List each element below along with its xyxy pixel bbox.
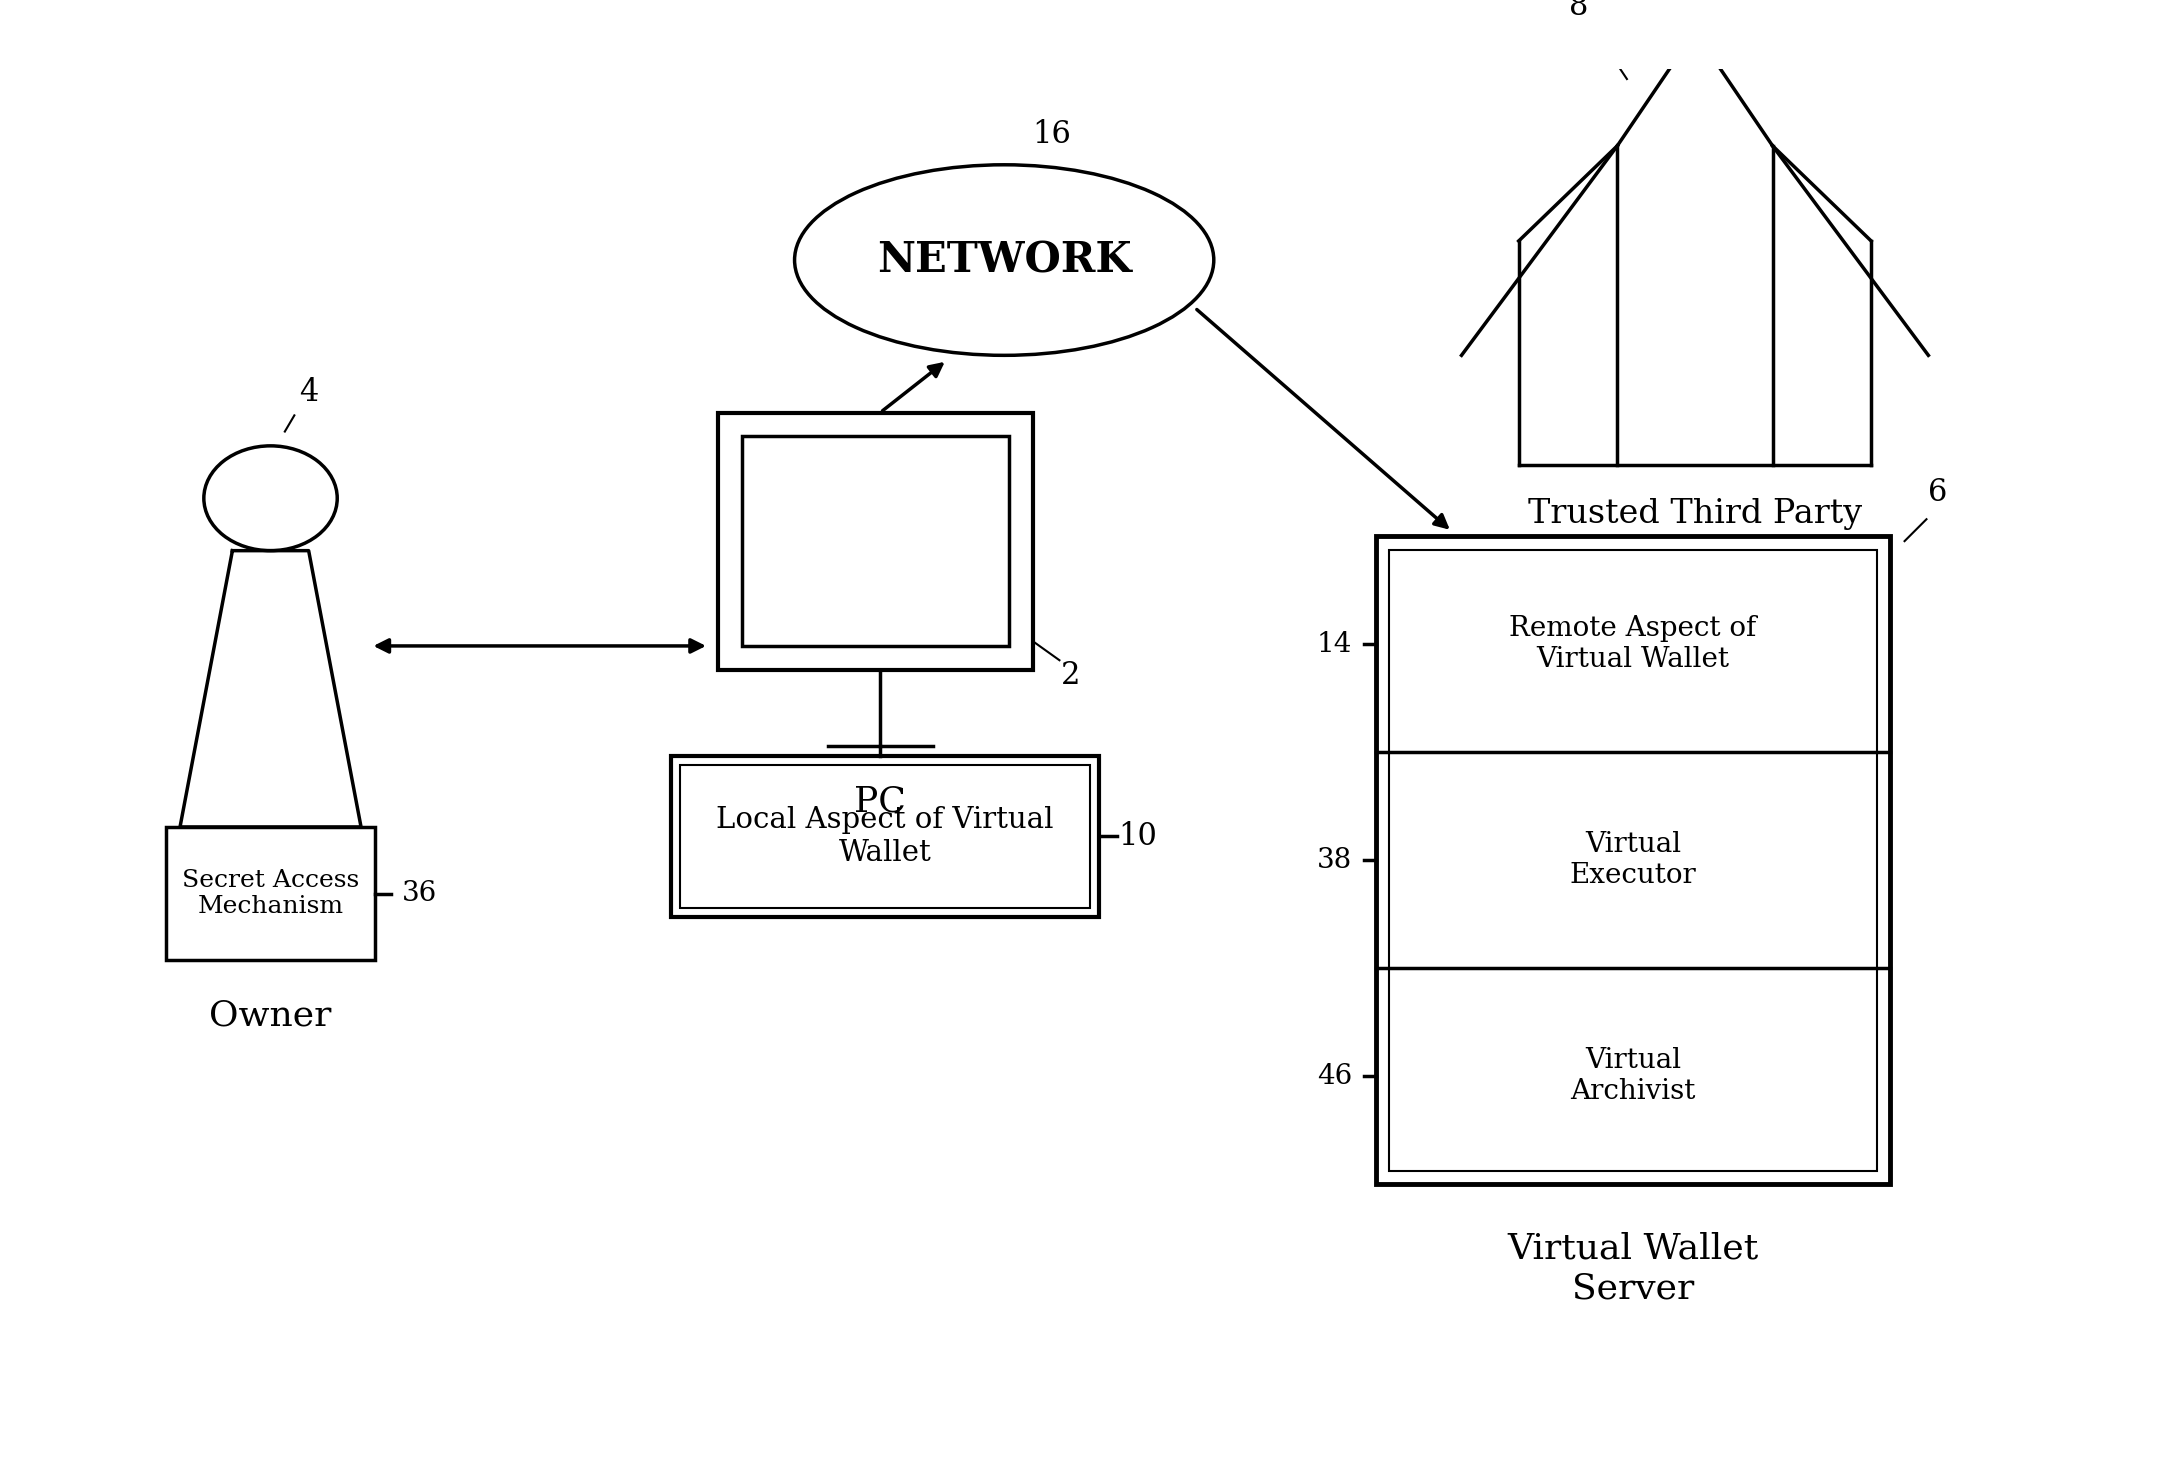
Text: 10: 10	[1119, 821, 1158, 852]
Text: NETWORK: NETWORK	[877, 238, 1132, 281]
Text: Local Aspect of Virtual
Wallet: Local Aspect of Virtual Wallet	[716, 807, 1054, 867]
Text: 36: 36	[403, 880, 438, 907]
FancyBboxPatch shape	[679, 765, 1091, 908]
FancyBboxPatch shape	[742, 436, 1008, 646]
FancyBboxPatch shape	[718, 412, 1032, 670]
Ellipse shape	[795, 165, 1215, 355]
Text: 38: 38	[1317, 846, 1352, 874]
Text: Owner: Owner	[209, 998, 331, 1032]
Text: 14: 14	[1317, 631, 1352, 658]
Text: 8: 8	[1570, 0, 1589, 22]
Text: Secret Access
Mechanism: Secret Access Mechanism	[183, 868, 359, 919]
Text: Trusted Third Party: Trusted Third Party	[1528, 498, 1861, 530]
Text: Remote Aspect of
Virtual Wallet: Remote Aspect of Virtual Wallet	[1509, 615, 1757, 674]
Text: 46: 46	[1317, 1063, 1352, 1089]
Text: 16: 16	[1032, 119, 1071, 150]
Text: Virtual
Archivist: Virtual Archivist	[1570, 1047, 1696, 1105]
FancyBboxPatch shape	[165, 827, 374, 960]
Text: PC: PC	[853, 785, 906, 818]
Text: 2: 2	[1062, 661, 1080, 692]
Text: Virtual Wallet
Server: Virtual Wallet Server	[1506, 1232, 1759, 1306]
Text: 6: 6	[1929, 477, 1948, 508]
FancyBboxPatch shape	[671, 755, 1099, 917]
FancyBboxPatch shape	[1376, 536, 1890, 1185]
Ellipse shape	[205, 446, 337, 551]
Text: Virtual
Executor: Virtual Executor	[1570, 832, 1696, 889]
Text: 4: 4	[298, 377, 318, 408]
